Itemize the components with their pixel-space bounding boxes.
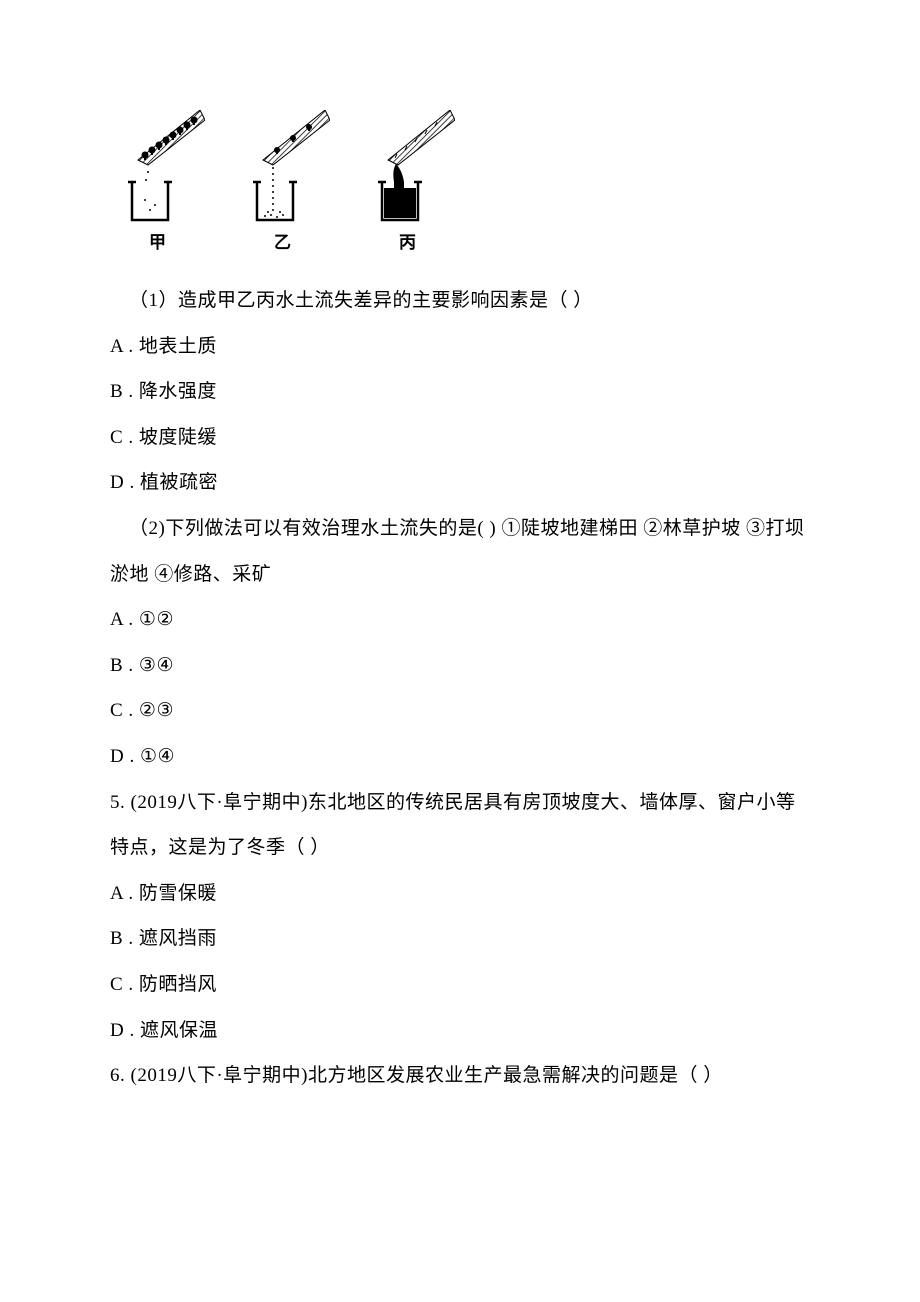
question-6: 6. (2019八下·阜宁期中)北方地区发展农业生产最急需解决的问题是（ ） (110, 1053, 810, 1099)
question-sub1-option-a: A . 地表土质 (110, 324, 810, 370)
question-5: 5. (2019八下·阜宁期中)东北地区的传统民居具有房顶坡度大、墙体厚、窗户小… (110, 780, 810, 1054)
question-sub2-stem: （2)下列做法可以有效治理水土流失的是( ) ①陡坡地建梯田 ②林草护坡 ③打坝… (110, 506, 810, 597)
beaker-label-jia: 甲 (149, 228, 166, 253)
question-sub1-option-c: C . 坡度陡缓 (110, 415, 810, 461)
beaker-diagram-jia (110, 110, 205, 225)
question-6-stem: 6. (2019八下·阜宁期中)北方地区发展农业生产最急需解决的问题是（ ） (110, 1053, 810, 1099)
experiment-diagram: 甲 (110, 110, 810, 253)
question-5-stem: 5. (2019八下·阜宁期中)东北地区的传统民居具有房顶坡度大、墙体厚、窗户小… (110, 780, 810, 871)
question-5-option-b: B . 遮风挡雨 (110, 916, 810, 962)
question-sub2-option-b: B . ③④ (110, 643, 810, 689)
beaker-diagram-yi (235, 110, 330, 225)
beaker-unit-jia: 甲 (110, 110, 205, 253)
beaker-diagram-bing (360, 110, 455, 225)
question-5-option-d: D . 遮风保温 (110, 1008, 810, 1054)
question-sub1-stem: （1）造成甲乙丙水土流失差异的主要影响因素是（ ） (110, 278, 810, 324)
question-sub1: （1）造成甲乙丙水土流失差异的主要影响因素是（ ） A . 地表土质 B . 降… (110, 278, 810, 506)
question-sub2: （2)下列做法可以有效治理水土流失的是( ) ①陡坡地建梯田 ②林草护坡 ③打坝… (110, 506, 810, 780)
question-sub1-option-b: B . 降水强度 (110, 369, 810, 415)
question-sub2-option-d: D . ①④ (110, 734, 810, 780)
beaker-label-bing: 丙 (399, 228, 416, 253)
beaker-unit-bing: 丙 (360, 110, 455, 253)
question-sub2-option-c: C . ②③ (110, 688, 810, 734)
question-sub2-option-a: A . ①② (110, 597, 810, 643)
beaker-label-yi: 乙 (274, 228, 291, 253)
beaker-unit-yi: 乙 (235, 110, 330, 253)
question-5-option-a: A . 防雪保暖 (110, 871, 810, 917)
question-sub1-option-d: D . 植被疏密 (110, 460, 810, 506)
question-5-option-c: C . 防晒挡风 (110, 962, 810, 1008)
